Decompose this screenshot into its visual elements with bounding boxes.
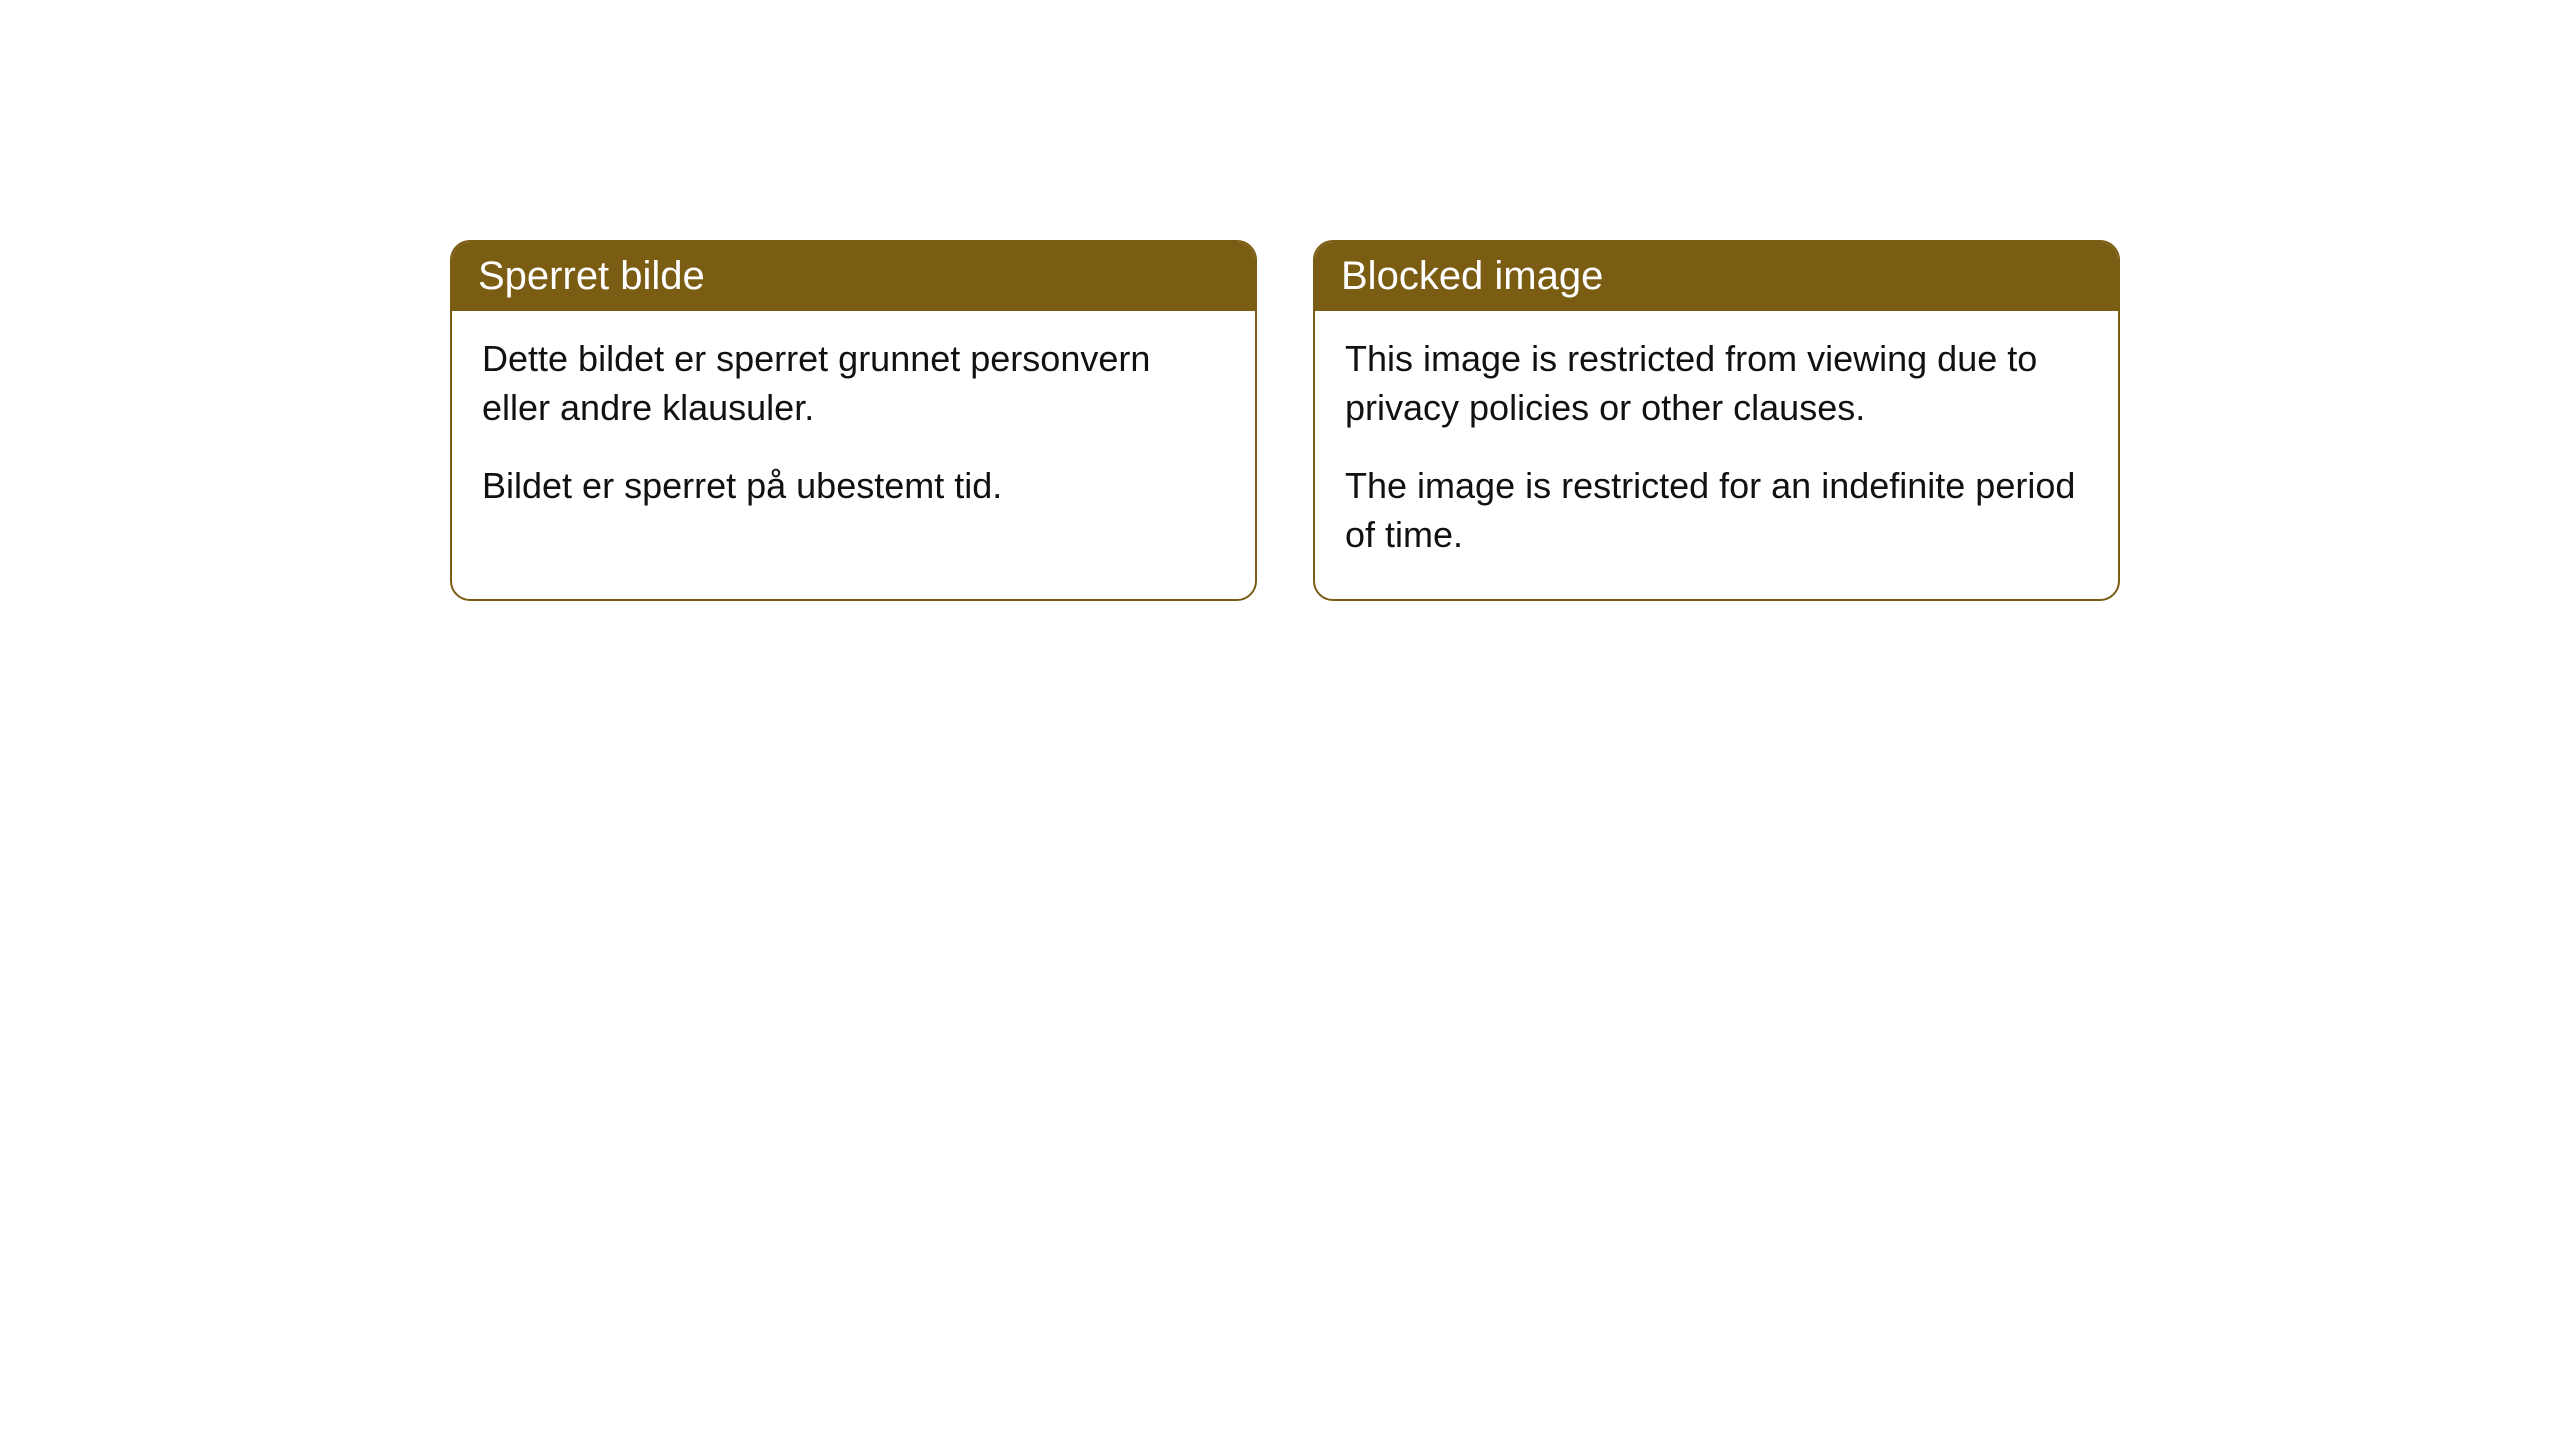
- card-paragraph: This image is restricted from viewing du…: [1345, 335, 2088, 432]
- card-body: Dette bildet er sperret grunnet personve…: [452, 311, 1255, 551]
- card-paragraph: The image is restricted for an indefinit…: [1345, 462, 2088, 559]
- card-title: Blocked image: [1341, 254, 1603, 298]
- card-body: This image is restricted from viewing du…: [1315, 311, 2118, 599]
- blocked-image-card-no: Sperret bilde Dette bildet er sperret gr…: [450, 240, 1257, 601]
- card-title: Sperret bilde: [478, 254, 705, 298]
- card-header: Blocked image: [1315, 242, 2118, 311]
- blocked-image-card-en: Blocked image This image is restricted f…: [1313, 240, 2120, 601]
- notice-cards-container: Sperret bilde Dette bildet er sperret gr…: [0, 0, 2560, 601]
- card-paragraph: Dette bildet er sperret grunnet personve…: [482, 335, 1225, 432]
- card-paragraph: Bildet er sperret på ubestemt tid.: [482, 462, 1225, 511]
- card-header: Sperret bilde: [452, 242, 1255, 311]
